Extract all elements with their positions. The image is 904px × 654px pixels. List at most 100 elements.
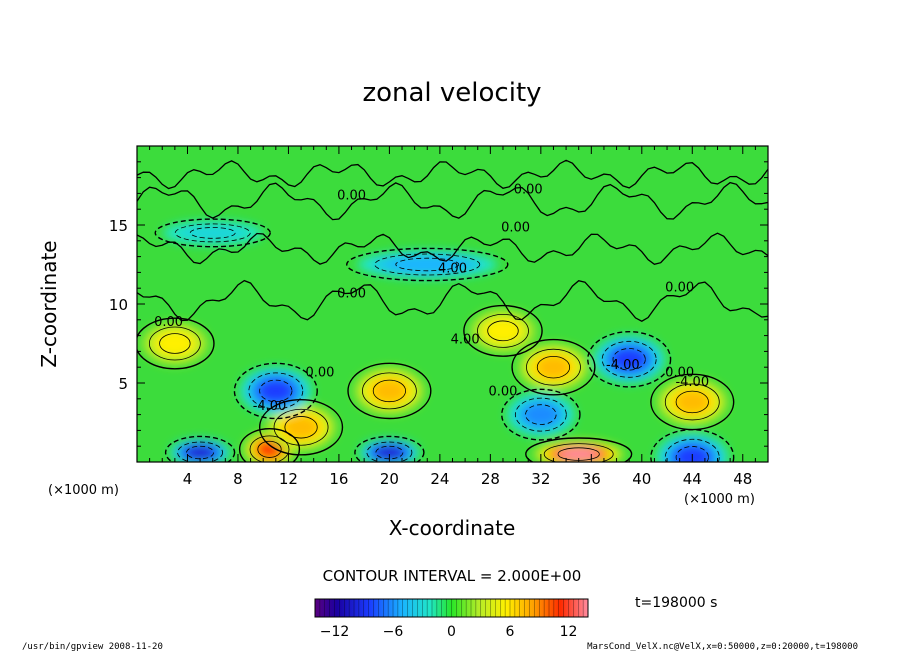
contour-label-11: 4.00 [451,333,480,348]
field-blob-1-level-7 [558,447,600,461]
field-blob-3-level-4 [673,389,711,415]
y-tick-label-10: 10 [109,296,128,314]
contour-lines [137,159,768,462]
contour-label-13: -4.00 [675,375,709,390]
contour-6-0 [463,304,543,357]
contour-9-0 [233,362,318,420]
contour-1-1 [543,443,614,462]
contour-label-1: 0.00 [514,182,543,197]
contour-12-0 [164,435,236,462]
contour-6-1 [477,313,529,348]
field-blob-13-level-4 [673,444,711,462]
field-blob-15-level-2 [178,224,247,241]
contour-10-1 [514,397,567,432]
x-tick-label-8: 8 [233,470,243,488]
field-blob-11-level-5 [375,445,404,460]
time-label: t=198000 s [635,595,718,611]
contour-8-0 [587,330,672,388]
contour-label-3: 0.00 [337,287,366,302]
contour-label-12: -4.00 [606,358,640,373]
contour-labels: 0.00 0.000.000.000.000.000.000.000.00-4.0… [154,182,709,413]
zero-contour-band-1 [137,232,768,266]
zero-contour-band-2 [137,279,768,322]
contour-interval-label: CONTOUR INTERVAL = 2.000E+00 [322,567,582,585]
contour-2-1 [249,435,290,462]
contour-13-1 [664,438,720,462]
x-axis-ticks: 4 8 12 16 20 24 28 32 36 40 44 48 [149,146,756,488]
contour-3-1 [664,383,720,421]
contour-13-2 [675,446,709,462]
contour-14-1 [374,253,481,276]
contour-11-1 [366,441,413,462]
contour-15-1 [174,223,251,243]
contour-11-0 [354,435,425,462]
contour-1-0 [525,437,633,462]
field-blob-9-level-4 [257,378,295,404]
contour-label-6: 0.00 [665,366,694,381]
contour-label-10: 4.00 [438,261,467,276]
contour-10-2 [525,404,557,425]
y-axis-ticks: 5 10 15 [109,161,768,447]
contour-9-2 [259,379,293,403]
contour-4-2 [536,356,571,379]
field-blob-5-level-3 [155,331,195,356]
x-tick-label-4: 4 [183,470,193,488]
contour-label-0: 0.00 [337,189,366,204]
contour-9-1 [248,372,304,410]
contour-13-0 [650,428,735,462]
contour-label-9: -4.00 [253,399,287,414]
contour-3-2 [675,390,709,414]
footer-right: MarsCond_VelX.nc@VelX,x=0:50000,z=0:2000… [587,642,858,652]
contour-6-2 [487,320,519,342]
contour-15-0 [154,218,271,248]
contour-10-0 [501,388,581,441]
field-blob-6-level-3 [483,318,523,344]
contour-5-0 [137,317,215,370]
colorbar-ticks: −12 −6 0 6 12 [320,624,578,640]
colorbar-tick-label-0: 0 [447,624,456,640]
contour-0-1 [361,372,417,410]
chart-title: zonal velocity [362,78,542,108]
y-tick-label-15: 15 [109,217,128,235]
contour-7-1 [273,408,329,446]
x-unit-label: (×1000 m) [684,492,755,507]
colorbar-tick-label--12: −12 [320,624,350,640]
contour-5-1 [148,326,201,361]
contour-4-0 [511,338,596,396]
y-axis-label: Z-coordinate [37,240,61,368]
x-tick-label-16: 16 [329,470,348,488]
contour-0-0 [347,362,432,420]
x-tick-label-48: 48 [733,470,752,488]
colorbar-tick-label--6: −6 [383,624,404,640]
x-tick-label-12: 12 [279,470,298,488]
contour-0-2 [372,379,406,403]
contour-11-2 [375,445,404,460]
y-tick-label-5: 5 [118,375,128,393]
field-blob-2-level-6 [257,441,282,458]
zero-contour-band-0 [137,181,768,221]
contour-7-0 [258,398,344,456]
colorbar-tick-label-6: 6 [506,624,515,640]
contour-14-0 [346,247,509,282]
contour-12-2 [186,445,215,460]
contour-label-5: 0.00 [665,280,694,295]
contour-2-0 [238,427,301,462]
field-blob-4-level-4 [535,354,572,380]
contour-label-8: 0.00 [306,366,335,381]
field-blob-12-level-5 [185,445,215,460]
contour-5-2 [159,333,191,354]
x-tick-label-20: 20 [380,470,399,488]
contour-label-4: 0.00 [154,315,183,330]
contour-4-1 [526,348,581,386]
x-axis-label: X-coordinate [388,516,516,540]
colorbar-divisions [314,599,589,617]
x-tick-label-44: 44 [683,470,702,488]
y-unit-label: (×1000 m) [48,483,119,498]
contour-2-2 [257,440,282,458]
contour-14-2 [395,257,460,272]
contour-15-2 [189,227,236,239]
contour-7-2 [284,416,318,439]
contour-8-2 [612,348,646,371]
field-blob-10-level-3 [521,402,561,428]
